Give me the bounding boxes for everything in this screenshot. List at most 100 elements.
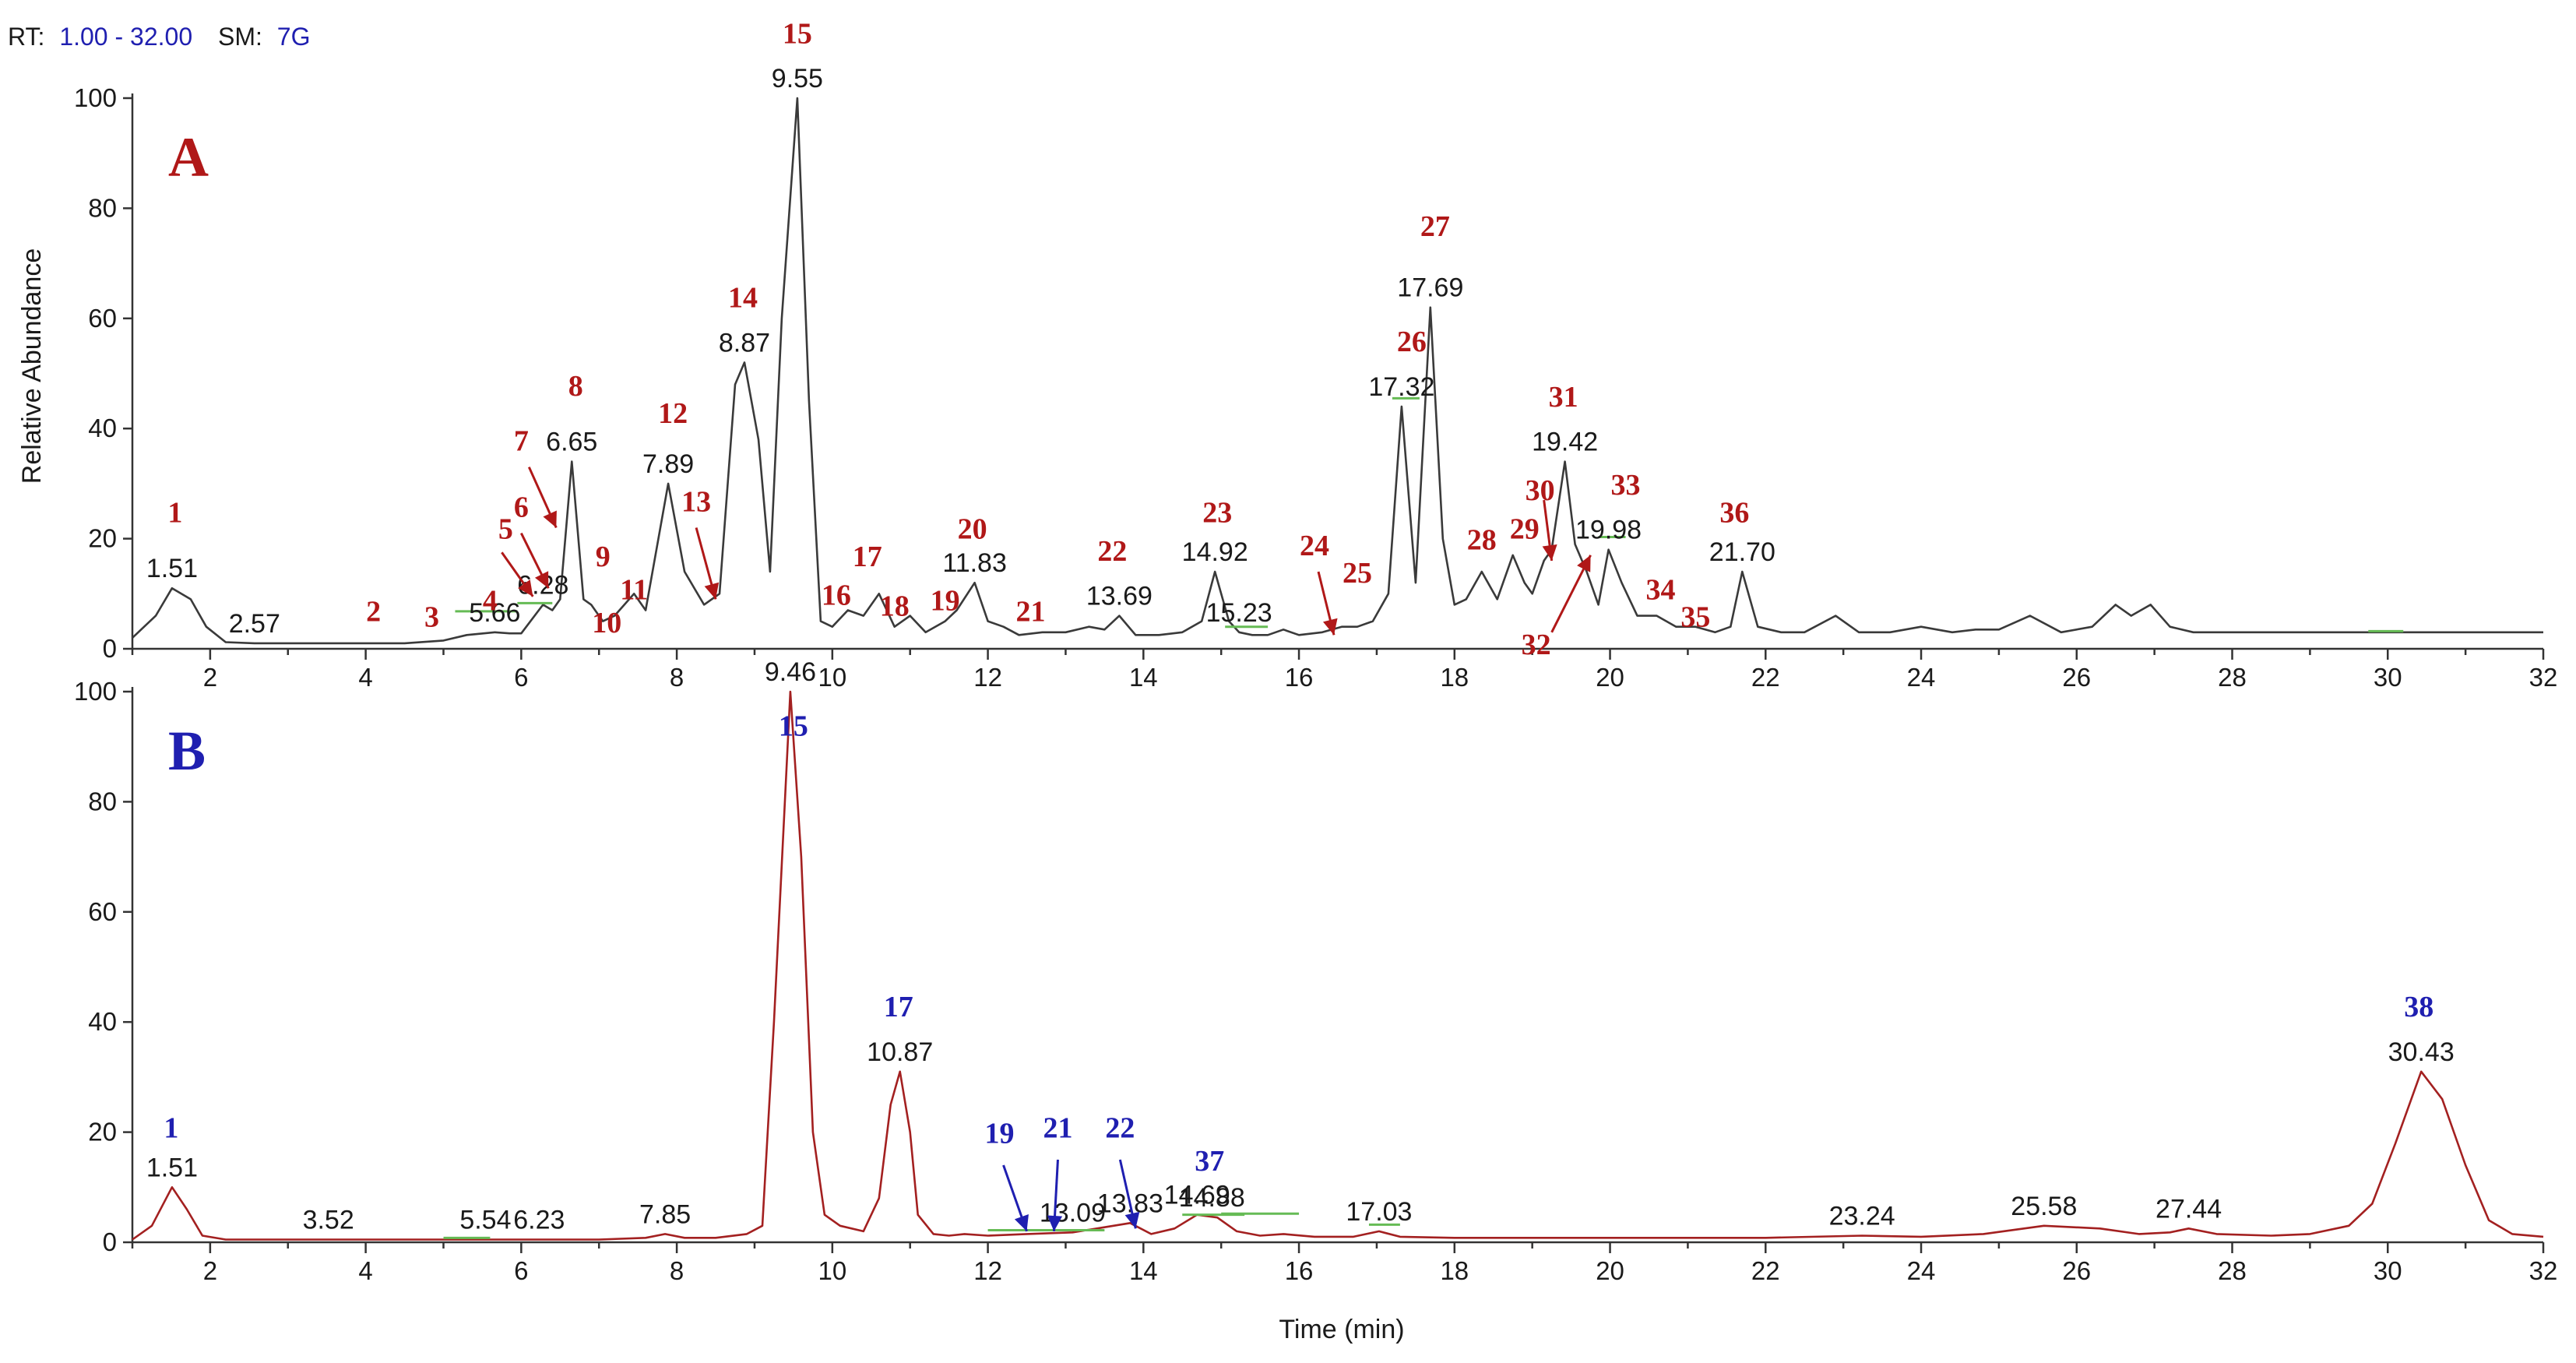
- peak-number: 3: [424, 601, 439, 634]
- peak-number: 16: [822, 579, 851, 611]
- retention-time-label: 25.58: [2011, 1192, 2077, 1221]
- y-tick-label: 0: [103, 634, 117, 663]
- peak-number: 11: [620, 573, 648, 606]
- peak-arrow-head: [518, 579, 533, 597]
- y-tick-label: 40: [88, 1007, 117, 1036]
- retention-time-label: 6.23: [513, 1205, 565, 1234]
- retention-time-label: 8.87: [719, 328, 770, 357]
- peak-number: 27: [1420, 210, 1450, 243]
- peak-number: 15: [783, 17, 812, 50]
- y-tick-label: 80: [88, 787, 117, 815]
- x-tick-label: 24: [1907, 1256, 1936, 1285]
- retention-time-label: 27.44: [2155, 1194, 2222, 1224]
- retention-time-label: 5.54: [459, 1205, 511, 1234]
- retention-time-label: 17.32: [1368, 372, 1434, 402]
- chromatogram-trace: [132, 690, 2544, 1241]
- peak-arrow-head: [1322, 618, 1338, 636]
- peak-number: 4: [483, 585, 498, 618]
- x-tick-label: 8: [670, 663, 684, 692]
- peak-arrow-head: [1047, 1215, 1063, 1231]
- peak-number: 14: [728, 282, 758, 315]
- y-tick-label: 20: [88, 1118, 117, 1146]
- x-tick-label: 10: [818, 1256, 846, 1285]
- rt-range-value: 1.00 - 32.00: [59, 23, 192, 51]
- x-tick-label: 28: [2218, 1256, 2247, 1285]
- peak-number: 9: [596, 541, 611, 573]
- peak-number: 18: [880, 590, 910, 623]
- x-tick-label: 32: [2529, 663, 2558, 692]
- x-tick-label: 2: [203, 663, 217, 692]
- x-tick-label: 12: [973, 1256, 1002, 1285]
- panel-letter: A: [168, 126, 209, 188]
- peak-number: 5: [498, 513, 513, 546]
- y-tick-label: 100: [74, 677, 117, 706]
- retention-time-label: 11.83: [942, 548, 1007, 578]
- peak-arrow-head: [1014, 1213, 1029, 1231]
- peak-number: 22: [1097, 535, 1127, 568]
- retention-time-label: 13.69: [1086, 582, 1153, 611]
- x-tick-label: 14: [1129, 663, 1158, 692]
- x-axis-title: Time (min): [1279, 1315, 1404, 1344]
- panel-letter: B: [168, 720, 206, 782]
- peak-number: 17: [853, 541, 882, 573]
- peak-number: 31: [1549, 381, 1578, 414]
- peak-number: 21: [1016, 596, 1046, 629]
- peak-number: 23: [1202, 496, 1232, 529]
- peak-number: 37: [1195, 1145, 1224, 1178]
- retention-time-label: 23.24: [1829, 1202, 1895, 1231]
- retention-time-label: 7.85: [639, 1199, 691, 1229]
- x-tick-label: 4: [358, 1256, 372, 1285]
- sm-value: 7G: [277, 23, 311, 51]
- peak-number: 30: [1526, 474, 1555, 507]
- x-tick-label: 6: [514, 1256, 528, 1285]
- peak-arrow-head: [534, 571, 549, 589]
- retention-time-label: 7.89: [642, 449, 694, 479]
- peak-arrow-head: [1124, 1211, 1140, 1229]
- x-tick-label: 12: [973, 663, 1002, 692]
- peak-arrow-head: [1542, 544, 1557, 561]
- retention-time-label: 5.66: [469, 598, 520, 628]
- chromatogram-trace: [132, 97, 2543, 645]
- x-tick-label: 22: [1751, 663, 1780, 692]
- retention-time-label: 9.55: [772, 64, 823, 93]
- y-tick-label: 100: [74, 83, 117, 112]
- peak-number: 6: [514, 491, 529, 523]
- peak-number: 1: [167, 496, 182, 529]
- rt-prefix: RT:: [8, 23, 44, 51]
- peak-number: 35: [1680, 601, 1710, 634]
- retention-time-label: 30.43: [2388, 1037, 2455, 1067]
- peak-number: 25: [1343, 557, 1372, 590]
- peak-arrow-head: [704, 582, 720, 600]
- retention-time-label: 21.70: [1709, 537, 1775, 567]
- x-tick-label: 2: [203, 1256, 217, 1285]
- retention-time-label: 14.88: [1179, 1183, 1245, 1213]
- retention-time-label: 2.57: [229, 609, 280, 639]
- peak-number: 12: [658, 397, 688, 430]
- retention-time-label: 1.51: [146, 554, 198, 583]
- peak-number: 19: [985, 1118, 1015, 1150]
- retention-time-label: 15.23: [1206, 598, 1272, 628]
- retention-time-label: 10.87: [867, 1037, 933, 1067]
- x-tick-label: 32: [2529, 1256, 2558, 1285]
- peak-number: 22: [1105, 1112, 1135, 1145]
- x-tick-label: 26: [2062, 663, 2091, 692]
- retention-time-label: 19.42: [1532, 428, 1598, 457]
- retention-time-label: 13.09: [1040, 1198, 1106, 1227]
- y-axis-title: Relative Abundance: [17, 248, 47, 484]
- y-tick-label: 0: [103, 1227, 117, 1256]
- x-tick-label: 24: [1907, 663, 1936, 692]
- retention-time-label: 3.52: [303, 1205, 354, 1234]
- peak-number: 21: [1043, 1112, 1072, 1145]
- x-tick-label: 20: [1596, 663, 1624, 692]
- x-tick-label: 14: [1129, 1256, 1158, 1285]
- y-tick-label: 40: [88, 414, 117, 442]
- x-tick-label: 8: [670, 1256, 684, 1285]
- retention-time-label: 14.69: [1164, 1181, 1230, 1210]
- peak-number: 13: [681, 485, 711, 518]
- x-tick-label: 16: [1285, 1256, 1314, 1285]
- peak-number: 26: [1397, 326, 1427, 358]
- peak-number: 15: [779, 710, 808, 743]
